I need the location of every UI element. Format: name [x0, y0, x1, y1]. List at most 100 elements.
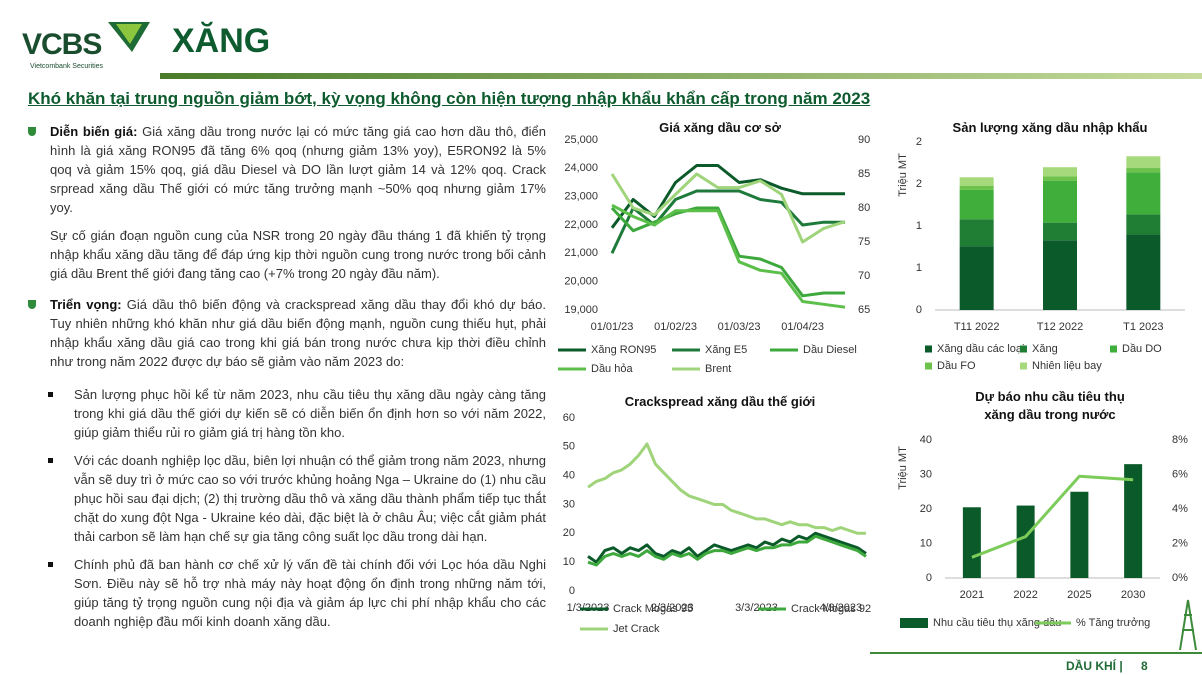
legend-swatch	[925, 345, 932, 353]
legend-label: Xăng E5	[705, 344, 747, 356]
bar	[1043, 167, 1077, 177]
logo-mark	[116, 24, 142, 44]
y-tick-label: 10	[563, 556, 575, 568]
paragraph: Giá dầu thô biến động và crackspread xăn…	[50, 297, 546, 369]
bar	[1126, 156, 1161, 169]
legend-swatch	[1020, 362, 1027, 370]
x-tick-label: T12 2022	[1037, 321, 1083, 333]
body-text: Diễn biến giá: Giá xăng dầu trong nước l…	[28, 122, 546, 640]
bar	[1043, 180, 1077, 223]
y-tick-label: 0	[916, 304, 922, 316]
x-tick-label: 2/3/2023	[651, 602, 694, 614]
x-tick-label: 01/02/23	[654, 321, 697, 333]
bar	[1126, 168, 1161, 173]
y-tick-label: 19,000	[564, 304, 598, 316]
bullet: Chính phủ đã ban hành cơ chế xử lý vấn đ…	[28, 555, 546, 631]
y-tick-label: 30	[563, 498, 575, 510]
bar	[1070, 491, 1089, 578]
legend-label: Dầu Diesel	[803, 344, 857, 356]
y-tick-label: 65	[858, 304, 870, 316]
paragraph: Giá xăng dầu trong nước lại có mức tăng …	[50, 124, 547, 215]
heading: Khó khăn tại trung nguồn giảm bớt, kỳ vọ…	[28, 89, 871, 108]
y-tick-label: 20	[563, 527, 575, 539]
y-tick-label: 20,000	[564, 276, 598, 288]
line	[587, 442, 866, 535]
legend-swatch	[900, 618, 928, 628]
y-tick-label: 0	[926, 572, 932, 584]
legend-swatch	[1020, 345, 1027, 353]
y-tick-label: 0	[569, 585, 575, 597]
logo: VCBS	[22, 28, 102, 61]
legend-label: Xăng dầu các loại	[937, 343, 1024, 355]
legend-label: Dầu hỏa	[591, 363, 633, 375]
section-label: Triển vọng:	[50, 297, 122, 312]
y-tick-label: 90	[858, 134, 870, 146]
chart-title: Dự báo nhu cầu tiêu thụ xăng dầu trong n…	[975, 389, 1125, 422]
x-tick-label: 2022	[1013, 589, 1037, 601]
legend-label: Crack Mogas 95	[613, 603, 693, 615]
legend-label: Jet Crack	[613, 623, 660, 635]
x-tick-label: T1 2023	[1123, 321, 1163, 333]
y-tick-label: 23,000	[564, 191, 598, 203]
line	[610, 172, 846, 244]
bar	[959, 177, 994, 186]
legend-label: Xăng	[1032, 343, 1058, 355]
bullet: Với các doanh nghiệp lọc dầu, biên lợi n…	[28, 451, 546, 546]
x-tick-label: T11 2022	[954, 321, 1000, 333]
y-tick-label: 2	[916, 178, 922, 190]
bullet-icon	[28, 127, 36, 136]
rig-icon	[1179, 599, 1197, 651]
line	[587, 531, 867, 564]
y-tick-label: 22,000	[564, 219, 598, 231]
section-label: Diễn biến giá:	[50, 124, 138, 139]
line	[971, 474, 1134, 559]
y-tick-label: 8%	[1172, 434, 1188, 446]
legend-label: % Tăng trưởng	[1076, 617, 1150, 629]
legend-label: Brent	[705, 363, 731, 375]
bar	[959, 219, 994, 247]
y-tick-label: 85	[858, 168, 870, 180]
bar	[959, 185, 994, 190]
bar	[1126, 234, 1161, 310]
bar	[962, 507, 981, 578]
chart-title: Crackspread xăng dầu thế giới	[624, 394, 816, 409]
x-tick-label: 2030	[1121, 589, 1145, 601]
bar	[1126, 172, 1161, 215]
y-tick-label: 2	[916, 136, 922, 148]
line	[611, 203, 846, 309]
y-tick-label: 4%	[1172, 503, 1188, 515]
y-tick-label: 25,000	[564, 134, 598, 146]
x-tick-label: 4/3/2023	[819, 602, 862, 614]
y-tick-label: 20	[920, 503, 932, 515]
bar	[1043, 222, 1077, 241]
y-axis-title: Triệu MT	[897, 446, 909, 490]
bar	[959, 189, 994, 220]
legend-label: Xăng RON95	[591, 344, 656, 356]
legend-swatch	[925, 362, 932, 370]
header-rule	[160, 73, 1202, 79]
x-tick-label: 2021	[960, 589, 984, 601]
y-tick-label: 2%	[1172, 537, 1188, 549]
x-tick-label: 2025	[1067, 589, 1091, 601]
line	[587, 534, 867, 567]
y-tick-label: 40	[920, 434, 932, 446]
paragraph: Sự cố gián đoạn nguồn cung của NSR trong…	[50, 228, 546, 281]
y-tick-label: 24,000	[564, 162, 598, 174]
y-tick-label: 70	[858, 270, 870, 282]
y-tick-label: 6%	[1172, 468, 1188, 480]
y-tick-label: 80	[858, 202, 870, 214]
legend-label: Dầu DO	[1122, 343, 1162, 355]
bar	[959, 246, 994, 310]
legend-label: Dầu FO	[937, 360, 976, 372]
y-tick-label: 40	[563, 470, 575, 482]
x-tick-label: 01/01/23	[591, 321, 634, 333]
x-tick-label: 01/03/23	[718, 321, 761, 333]
y-tick-label: 10	[920, 537, 932, 549]
legend-label: Nhiên liệu bay	[1032, 360, 1102, 372]
x-tick-label: 3/3/2023	[735, 602, 778, 614]
legend-label: Crack Mogas 92	[791, 603, 871, 615]
legend-label: Nhu cầu tiêu thụ xăng dầu	[933, 617, 1061, 629]
page-number: 8	[1141, 659, 1148, 673]
bar	[1043, 240, 1077, 310]
